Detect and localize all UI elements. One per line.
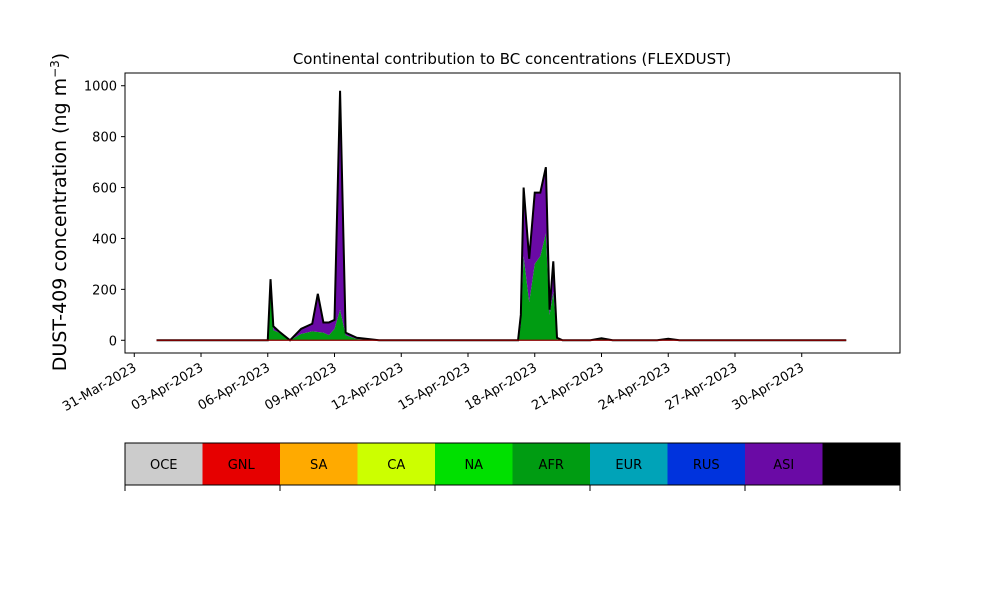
legend-label-gnl: GNL [228,458,256,473]
legend-label-asi: ASI [773,458,794,473]
legend-label-afr: AFR [539,458,564,473]
x-tick-label: 03-Apr-2023 [129,360,206,413]
legend-swatch-aus [822,443,901,485]
y-axis-label: DUST-409 concentration (ng m−3) [48,53,71,371]
x-axis: 31-Mar-202303-Apr-202306-Apr-202309-Apr-… [60,353,807,415]
legend-swatch-oce [125,443,203,485]
x-tick-label: 12-Apr-2023 [329,360,406,413]
legend-label-rus: RUS [693,458,720,473]
series-area-afr [156,233,847,341]
y-tick-label: 600 [92,182,117,197]
y-tick-label: 400 [92,232,117,247]
legend-swatch-sa [280,443,358,485]
chart-title: Continental contribution to BC concentra… [293,50,731,68]
x-tick-label: 15-Apr-2023 [396,360,473,413]
plot-frame [124,72,901,354]
y-tick-label: 0 [109,334,117,349]
legend-swatch-gnl [202,443,281,485]
x-tick-label: 06-Apr-2023 [196,360,273,413]
plot-layer [156,90,847,342]
x-tick-label: 31-Mar-2023 [60,360,139,414]
total-outline [156,90,847,342]
legend-frame [124,442,901,486]
legend-label-eur: EUR [615,458,642,473]
y-axis: 0 200 400 600 800 1000 [84,80,125,349]
y-axis-label-superscript: −3 [48,60,62,78]
x-tick-label: 18-Apr-2023 [463,360,540,413]
legend-label-sa: SA [310,458,327,473]
legend-label-na: NA [464,458,483,473]
legend-label-ca: CA [387,458,405,473]
legend-swatch-rus [667,443,746,485]
y-axis-label-close: ) [49,53,71,60]
x-tick-label: 24-Apr-2023 [596,360,673,413]
legend-swatch-afr [512,443,591,485]
legend-swatch-na [435,443,513,485]
x-tick-label: 27-Apr-2023 [663,360,740,413]
x-tick-label: 21-Apr-2023 [529,360,606,413]
legend-swatch-asi [745,443,823,485]
legend-swatch-eur [590,443,668,485]
legend-label-aus: AUS [848,458,875,473]
y-tick-label: 1000 [84,80,117,95]
x-tick-label: 30-Apr-2023 [730,360,807,413]
legend-label-oce: OCE [150,458,178,473]
legend-swatch-ca [357,443,436,485]
x-tick-label: 09-Apr-2023 [262,360,339,413]
y-tick-label: 200 [92,283,117,298]
legend-colorbar: OCE GNL SA CA NA AFR EUR RUS ASI AUS [124,442,901,491]
y-axis-label-main: DUST-409 concentration (ng m [49,78,71,371]
y-tick-label: 800 [92,131,117,146]
series-area-aus [156,90,847,341]
series-area-asi [156,90,847,341]
